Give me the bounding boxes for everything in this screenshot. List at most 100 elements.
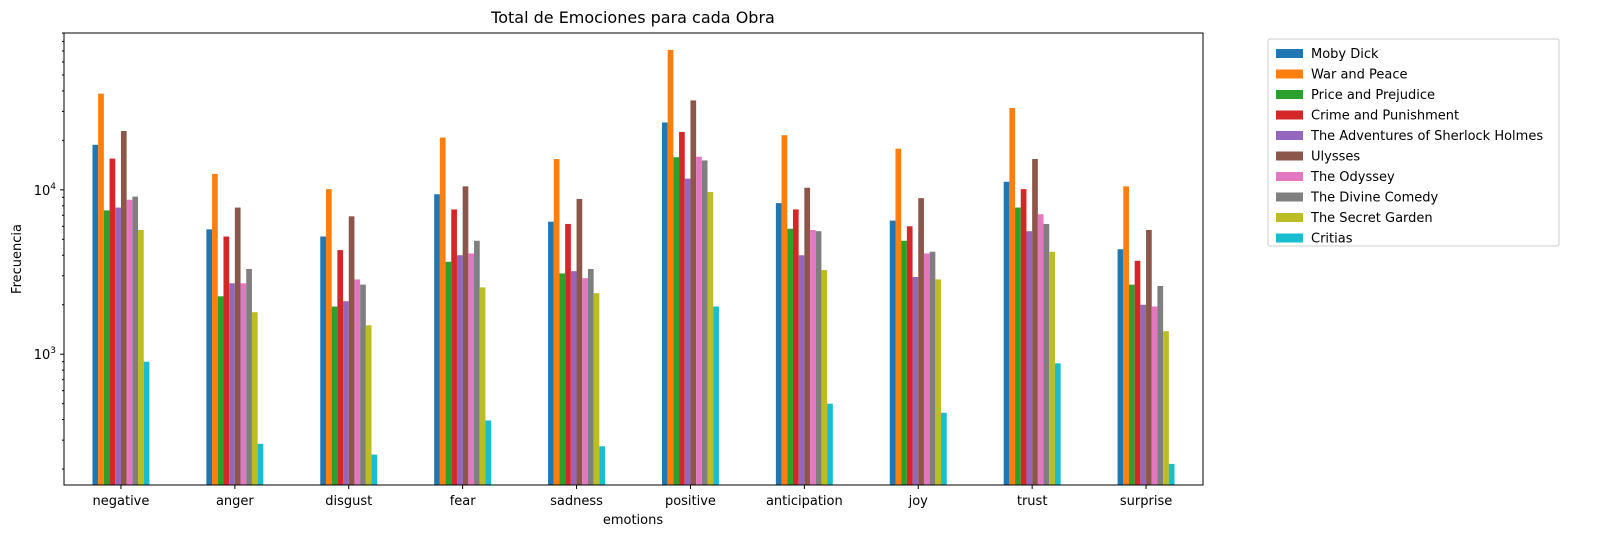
x-tick-label: anger bbox=[216, 494, 254, 509]
plot-area-frame bbox=[63, 32, 1204, 486]
bar bbox=[912, 276, 919, 485]
bar bbox=[941, 412, 947, 485]
legend-swatch bbox=[1276, 213, 1303, 222]
legend-entry: The Secret Garden bbox=[1310, 211, 1433, 226]
bar bbox=[479, 287, 486, 485]
bar bbox=[593, 293, 600, 485]
legend-swatch bbox=[1276, 151, 1303, 161]
legend: Moby Dick War and Peace Price and Prejudic… bbox=[1267, 38, 1560, 247]
legend-entry: Price and Prejudice bbox=[1311, 88, 1435, 103]
bar bbox=[690, 100, 697, 485]
bar bbox=[1140, 304, 1147, 485]
bar bbox=[1043, 223, 1050, 485]
bar bbox=[781, 135, 788, 485]
bar bbox=[337, 250, 344, 485]
bar bbox=[918, 198, 924, 485]
legend-entry: Moby Dick bbox=[1311, 47, 1379, 62]
bar bbox=[365, 325, 372, 485]
legend-swatch bbox=[1276, 233, 1303, 243]
bar bbox=[132, 196, 139, 485]
bar bbox=[1009, 107, 1016, 485]
x-tick-label: anticipation bbox=[766, 494, 843, 509]
bar bbox=[1151, 306, 1158, 485]
bar bbox=[599, 446, 606, 485]
bar bbox=[701, 160, 708, 486]
bar bbox=[1123, 186, 1129, 485]
bar bbox=[331, 306, 338, 485]
bar bbox=[565, 223, 571, 485]
legend-entry: Critias bbox=[1311, 232, 1353, 247]
bar bbox=[576, 198, 583, 485]
bar bbox=[126, 199, 133, 485]
bar bbox=[103, 210, 110, 485]
bar bbox=[456, 255, 463, 485]
bar bbox=[246, 268, 252, 485]
bar bbox=[217, 296, 224, 485]
bar bbox=[234, 207, 241, 485]
legend-swatch bbox=[1276, 131, 1303, 140]
y-axis-label: Frecuencia bbox=[10, 224, 25, 294]
bar bbox=[673, 157, 680, 485]
legend-swatch bbox=[1276, 192, 1303, 202]
x-tick-label: trust bbox=[1017, 494, 1048, 509]
x-tick-label: sadness bbox=[550, 494, 603, 509]
bar bbox=[775, 203, 782, 485]
bar bbox=[451, 209, 457, 486]
legend-entry: The Adventures of Sherlock Holmes bbox=[1310, 129, 1543, 144]
x-tick-label: fear bbox=[450, 494, 477, 509]
bar bbox=[92, 144, 99, 485]
bar bbox=[684, 178, 691, 485]
bar bbox=[1128, 284, 1135, 485]
bar bbox=[348, 216, 355, 485]
legend-swatch bbox=[1276, 172, 1303, 181]
bar bbox=[223, 236, 230, 485]
bar bbox=[1032, 159, 1038, 485]
x-axis-ticks: negative anger disgust fear sadness positive a… bbox=[93, 485, 1172, 509]
x-tick-label: surprise bbox=[1120, 494, 1172, 509]
bar bbox=[206, 229, 213, 485]
bar bbox=[138, 229, 144, 485]
bar bbox=[1168, 463, 1175, 485]
bar bbox=[325, 189, 332, 485]
bar bbox=[1049, 251, 1055, 485]
bar bbox=[548, 221, 554, 485]
bar bbox=[935, 279, 942, 485]
bar bbox=[815, 231, 822, 485]
y-tick-label: 103 bbox=[34, 346, 56, 363]
bar bbox=[240, 283, 247, 485]
x-tick-label: negative bbox=[93, 494, 150, 509]
chart-title: Total de Emociones para cada Obra bbox=[490, 8, 775, 27]
bars bbox=[92, 49, 1175, 486]
bar bbox=[821, 270, 828, 485]
bar bbox=[120, 131, 127, 485]
legend-swatch bbox=[1276, 110, 1303, 120]
bar bbox=[468, 253, 475, 485]
bar bbox=[474, 240, 480, 485]
bar bbox=[929, 251, 936, 485]
x-axis-label: emotions bbox=[603, 513, 664, 528]
legend-entry: The Divine Comedy bbox=[1310, 191, 1439, 206]
bar bbox=[257, 443, 264, 485]
legend-swatch bbox=[1276, 90, 1303, 99]
bar bbox=[212, 173, 218, 485]
bar bbox=[713, 306, 719, 485]
bar bbox=[320, 236, 326, 485]
bar bbox=[901, 240, 907, 485]
bar bbox=[667, 49, 674, 486]
y-axis-ticks: 103 104 bbox=[34, 32, 64, 470]
bar bbox=[570, 271, 577, 485]
bar bbox=[143, 361, 150, 485]
bar bbox=[661, 122, 668, 486]
bar bbox=[1015, 207, 1021, 485]
bar bbox=[251, 312, 258, 485]
bar bbox=[445, 261, 452, 485]
bar bbox=[707, 192, 714, 485]
legend-entry: The Odyssey bbox=[1310, 170, 1395, 185]
bar bbox=[923, 253, 930, 485]
bar bbox=[229, 283, 235, 485]
bar bbox=[587, 268, 594, 485]
bar bbox=[1146, 229, 1152, 485]
bar bbox=[827, 403, 833, 485]
bar bbox=[1003, 181, 1010, 485]
